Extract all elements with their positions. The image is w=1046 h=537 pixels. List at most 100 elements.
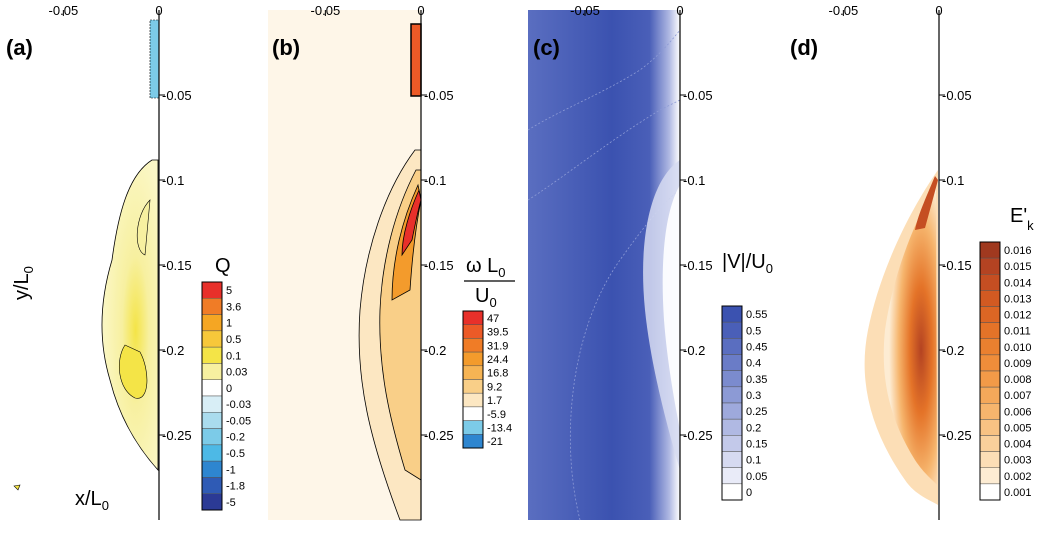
- panel-2-colorbar-level: 31.9: [487, 340, 508, 352]
- panel-4-colorbar-swatch: [980, 371, 1000, 387]
- panel-4-colorbar-level: 0.012: [1004, 310, 1032, 322]
- panel-2-colorbar-swatch: [463, 338, 483, 352]
- panel-4-colorbar-level: 0.006: [1004, 406, 1032, 418]
- panel-c-colorbar-title: |V|/U0: [722, 251, 773, 276]
- panel-1-colorbar-level: -1.8: [226, 481, 245, 493]
- panel-2-ytick-label: -0.15: [424, 258, 454, 273]
- panel-3-ytick-label: -0.25: [683, 428, 713, 443]
- panel-c-label: (c): [533, 35, 560, 60]
- panel-1-colorbar-level: 0.5: [226, 334, 241, 346]
- panel-3-colorbar-level: 0.35: [746, 374, 767, 386]
- panel-2-colorbar-level: 24.4: [487, 354, 508, 366]
- panel-a-colorbar-title: Q: [215, 255, 231, 277]
- panel-4-colorbar-swatch: [980, 387, 1000, 403]
- panel-1-colorbar-swatch: [202, 331, 222, 347]
- panel-3-colorbar-swatch: [722, 355, 742, 371]
- panel-d-field: [865, 170, 938, 505]
- panel-4-colorbar-level: 0.005: [1004, 422, 1032, 434]
- panel-4-colorbar-level: 0.016: [1004, 245, 1032, 257]
- panel-1-colorbar-level: -1: [226, 464, 236, 476]
- panel-2-colorbar-level: 1.7: [487, 395, 502, 407]
- panel-3-ytick-label: -0.2: [683, 343, 705, 358]
- panel-1-colorbar-level: 0: [226, 383, 232, 395]
- panel-4-colorbar-swatch: [980, 452, 1000, 468]
- panel-b-field: [268, 10, 421, 520]
- panel-d-colorbar-title: E'k: [1010, 205, 1034, 233]
- panel-2-ytick-label: -0.2: [424, 343, 446, 358]
- panel-4-colorbar-level: 0.002: [1004, 471, 1032, 483]
- panel-3-ytick-label: -0.1: [683, 173, 705, 188]
- panel-3-colorbar-swatch: [722, 338, 742, 354]
- panel-4-colorbar-level: 0.011: [1004, 326, 1031, 338]
- panel-1-colorbar-level: -0.05: [226, 415, 251, 427]
- panel-d-label: (d): [790, 35, 818, 60]
- panel-2-colorbar-swatch: [463, 311, 483, 325]
- panel-1-colorbar-swatch: [202, 282, 222, 298]
- panel-4-colorbar-swatch: [980, 468, 1000, 484]
- panel-2-colorbar-swatch: [463, 352, 483, 366]
- panel-4-xtick-label: 0: [935, 3, 942, 18]
- panel-3-colorbar-level: 0.25: [746, 406, 767, 418]
- panel-1-colorbar-level: 0.03: [226, 367, 247, 379]
- panel-1-colorbar-level: -0.03: [226, 399, 251, 411]
- panel-3-colorbar-level: 0.55: [746, 309, 767, 321]
- panel-1-colorbar-level: -0.2: [226, 432, 245, 444]
- panel-1-colorbar-swatch: [202, 412, 222, 428]
- panel-2-colorbar-swatch: [463, 421, 483, 435]
- panel-2-ytick-label: -0.1: [424, 173, 446, 188]
- panel-c-field: [528, 10, 680, 520]
- panel-3-colorbar-level: 0.45: [746, 341, 767, 353]
- panel-1-xtick-label: -0.05: [49, 3, 79, 18]
- panel-4-ytick-label: -0.1: [942, 173, 964, 188]
- panel-a: (a) y/L0 x/L0 Q: [6, 10, 231, 520]
- panel-a-field: [14, 20, 159, 490]
- panel-1-colorbar-swatch: [202, 461, 222, 477]
- panel-4-colorbar-swatch: [980, 258, 1000, 274]
- panel-2-xtick-label: 0: [417, 3, 424, 18]
- panel-1-ytick-label: -0.25: [162, 428, 192, 443]
- panel-3-colorbar-swatch: [722, 452, 742, 468]
- panel-3-ytick-label: -0.15: [683, 258, 713, 273]
- panel-4-colorbar-swatch: [980, 484, 1000, 500]
- panel-3-colorbar-level: 0.05: [746, 471, 767, 483]
- panel-4-ytick-label: -0.2: [942, 343, 964, 358]
- panel-a-ylabel: y/L0: [11, 266, 36, 300]
- panel-3-colorbar-level: 0: [746, 487, 752, 499]
- panel-3-ytick-label: -0.05: [683, 88, 713, 103]
- panel-4-colorbar-level: 0.014: [1004, 277, 1032, 289]
- panel-4-colorbar-level: 0.007: [1004, 390, 1032, 402]
- panel-4-colorbar-swatch: [980, 290, 1000, 306]
- panel-4-colorbar-swatch: [980, 403, 1000, 419]
- panel-b-colorbar-numerator: ω L0: [466, 255, 506, 280]
- panel-1-ytick-label: -0.15: [162, 258, 192, 273]
- panel-4-ytick-label: -0.05: [942, 88, 972, 103]
- panel-b-colorbar-denominator: U0: [475, 285, 497, 310]
- panel-3-colorbar-level: 0.15: [746, 438, 767, 450]
- panel-3-colorbar-level: 0.5: [746, 325, 761, 337]
- panel-2-colorbar-level: 39.5: [487, 327, 508, 339]
- panel-4-colorbar-swatch: [980, 242, 1000, 258]
- panel-1-colorbar-swatch: [202, 380, 222, 396]
- panel-4-colorbar-level: 0.001: [1004, 487, 1032, 499]
- panel-3-colorbar-swatch: [722, 403, 742, 419]
- panel-1-colorbar-level: 5: [226, 285, 232, 297]
- panel-1-colorbar-swatch: [202, 477, 222, 493]
- panel-3-colorbar-swatch: [722, 322, 742, 338]
- panel-2-colorbar-swatch: [463, 393, 483, 407]
- panel-4-colorbar-swatch: [980, 355, 1000, 371]
- panel-4-colorbar-swatch: [980, 274, 1000, 290]
- panel-1-ytick-label: -0.1: [162, 173, 184, 188]
- panel-4-xtick-label: -0.05: [829, 3, 859, 18]
- panel-3-colorbar-swatch: [722, 468, 742, 484]
- panel-1-colorbar-level: -5: [226, 497, 236, 509]
- panel-4-colorbar-level: 0.009: [1004, 358, 1032, 370]
- panel-1-colorbar-swatch: [202, 445, 222, 461]
- panel-4-colorbar-swatch: [980, 307, 1000, 323]
- panel-b-label: (b): [272, 35, 300, 60]
- panel-2-colorbar-swatch: [463, 366, 483, 380]
- panel-1-ytick-label: -0.05: [162, 88, 192, 103]
- panel-1-colorbar-swatch: [202, 315, 222, 331]
- panel-2-xtick-label: -0.05: [311, 3, 341, 18]
- panel-1-colorbar-level: 0.1: [226, 350, 241, 362]
